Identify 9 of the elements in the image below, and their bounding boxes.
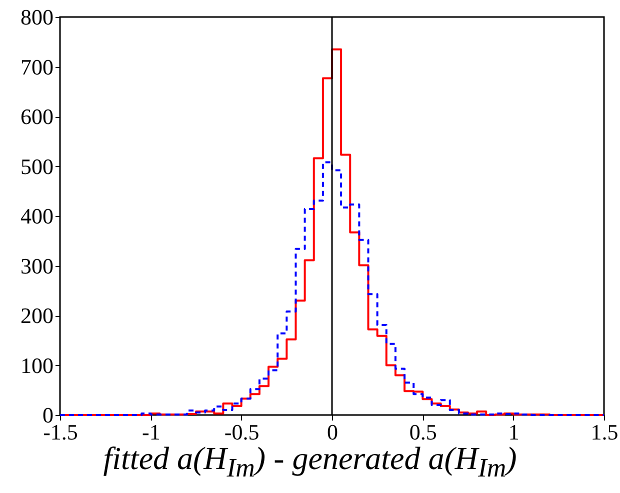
- y-tick-label: 700: [20, 54, 54, 80]
- y-tick-label: 100: [20, 352, 54, 378]
- y-tick-label: 500: [20, 154, 54, 179]
- y-tick-label: 200: [20, 303, 54, 328]
- y-tick-label: 800: [20, 4, 54, 30]
- y-tick-label: 400: [20, 204, 54, 228]
- x-tick-label: 1.5: [590, 420, 618, 444]
- y-tick-label: 300: [20, 253, 54, 278]
- y-tick-label: 600: [20, 104, 54, 129]
